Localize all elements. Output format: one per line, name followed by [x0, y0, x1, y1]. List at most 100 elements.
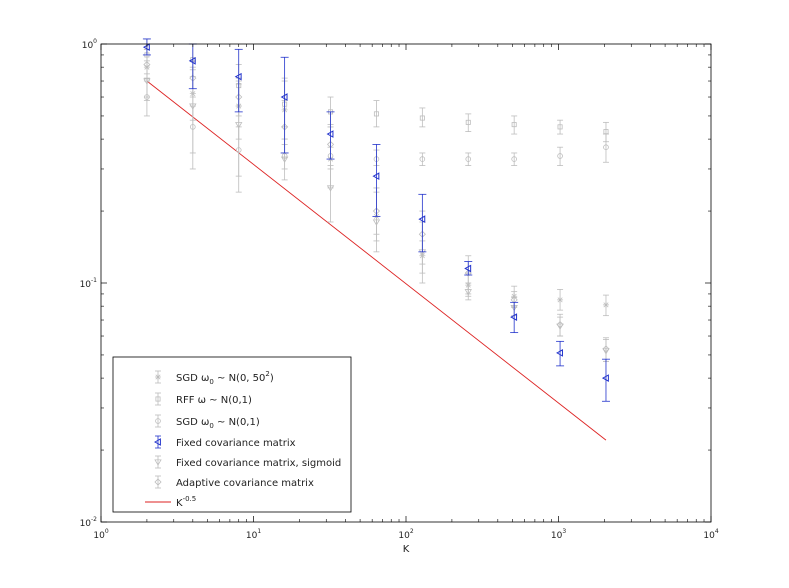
marker-triangle-down — [189, 103, 197, 110]
marker-triangle-left — [464, 264, 472, 273]
data-point — [464, 261, 473, 276]
data-point — [280, 56, 289, 154]
legend: SGD ω0 ~ N(0, 502)RFF ω ~ N(0,1)SGD ω0 ~… — [112, 356, 352, 513]
data-point — [602, 337, 610, 362]
legend-box — [112, 356, 352, 513]
y-tick-base: 10 — [80, 280, 92, 290]
data-point — [372, 144, 381, 217]
legend-label: Fixed covariance matrix, sigmoid — [176, 458, 341, 469]
data-point — [326, 111, 335, 160]
x-tick-exponent: 0 — [105, 528, 109, 535]
marker-circle — [465, 156, 472, 162]
data-point — [557, 289, 564, 311]
legend-label: SGD ω0 ~ N(0,1) — [176, 417, 260, 430]
legend-text-part: ) — [270, 373, 274, 384]
x-tick-base: 10 — [93, 531, 105, 541]
data-point — [234, 48, 243, 113]
legend-text-part: Fixed covariance matrix, sigmoid — [176, 458, 341, 469]
data-point — [557, 146, 564, 166]
series-group — [143, 38, 609, 143]
data-point — [557, 119, 564, 135]
marker-square — [465, 119, 471, 125]
marker-triangle-down — [235, 122, 243, 129]
legend-text-part: SGD ω — [176, 417, 209, 428]
marker-circle — [557, 153, 563, 159]
marker-circle — [603, 144, 609, 150]
legend-superscript: -0.5 — [183, 495, 197, 503]
legend-superscript: 2 — [265, 370, 269, 378]
x-tick-base: 10 — [703, 531, 715, 541]
y-tick-base: 10 — [82, 41, 94, 51]
marker-star — [557, 296, 564, 303]
data-point — [465, 152, 472, 166]
legend-text-part: ~ N(0, 50 — [214, 373, 266, 384]
marker-triangle-left — [601, 374, 609, 382]
y-tick-label: 100 — [82, 38, 97, 51]
data-point — [602, 133, 609, 163]
legend-entry: Adaptive covariance matrix — [154, 475, 314, 489]
marker-triangle-left — [188, 57, 196, 65]
y-tick-label: 10-2 — [80, 516, 98, 529]
data-point — [373, 100, 380, 128]
marker-diamond — [143, 61, 151, 69]
marker-circle — [511, 156, 517, 162]
data-point — [511, 115, 518, 135]
marker-square — [511, 122, 517, 128]
x-tick-label: 104 — [703, 528, 718, 541]
marker-square — [373, 111, 379, 117]
legend-text-part: Adaptive covariance matrix — [176, 478, 314, 489]
legend-entry: SGD ω0 ~ N(0,1) — [155, 414, 260, 430]
x-tick-exponent: 3 — [562, 528, 566, 535]
marker-diamond — [154, 478, 162, 486]
x-tick-label: 103 — [551, 528, 566, 541]
legend-text-part: K — [176, 498, 183, 509]
series-group — [142, 38, 610, 402]
x-tick-label: 101 — [246, 528, 261, 541]
marker-diamond — [602, 345, 610, 353]
marker-triangle-left — [510, 313, 518, 321]
legend-subscript: 0 — [209, 378, 213, 386]
plot-marks — [142, 38, 610, 441]
data-point — [418, 193, 427, 253]
marker-triangle-left — [326, 130, 334, 138]
data-point — [510, 301, 519, 334]
marker-star — [602, 301, 609, 308]
legend-text-part: ~ N(0,1) — [214, 417, 260, 428]
data-point — [419, 107, 426, 128]
x-tick-label: 100 — [93, 528, 108, 541]
legend-text-part: SGD ω — [176, 373, 209, 384]
marker-triangle-left — [418, 215, 426, 223]
legend-entry: SGD ω0 ~ N(0, 502) — [155, 370, 274, 386]
x-tick-base: 10 — [551, 531, 563, 541]
marker-square — [557, 124, 563, 130]
legend-label: SGD ω0 ~ N(0, 502) — [176, 370, 274, 386]
y-tick-exponent: -2 — [91, 516, 97, 523]
data-point — [556, 340, 565, 367]
legend-text-part: Fixed covariance matrix — [176, 438, 296, 449]
data-point — [556, 313, 564, 337]
data-point — [419, 152, 426, 166]
data-point — [465, 113, 472, 133]
marker-circle — [419, 156, 426, 162]
x-axis-label: K — [403, 544, 410, 555]
marker-triangle-left — [280, 93, 288, 101]
marker-triangle-left — [556, 349, 563, 357]
legend-entry: Fixed covariance matrix, sigmoid — [154, 455, 341, 469]
marker-diamond — [464, 269, 472, 277]
marker-triangle-left — [153, 438, 161, 446]
legend-label: Adaptive covariance matrix — [176, 478, 314, 489]
legend-entry: Fixed covariance matrix — [153, 435, 296, 449]
legend-label: RFF ω ~ N(0,1) — [176, 395, 252, 406]
legend-subscript: 0 — [209, 422, 213, 430]
marker-triangle-down — [280, 156, 289, 163]
x-tick-base: 10 — [398, 531, 410, 541]
marker-triangle-down — [154, 459, 162, 466]
data-point — [511, 152, 518, 166]
x-tick-base: 10 — [246, 531, 258, 541]
marker-triangle-left — [234, 72, 242, 81]
marker-circle — [155, 418, 161, 424]
y-tick-exponent: -1 — [91, 277, 97, 284]
data-point — [601, 358, 610, 402]
